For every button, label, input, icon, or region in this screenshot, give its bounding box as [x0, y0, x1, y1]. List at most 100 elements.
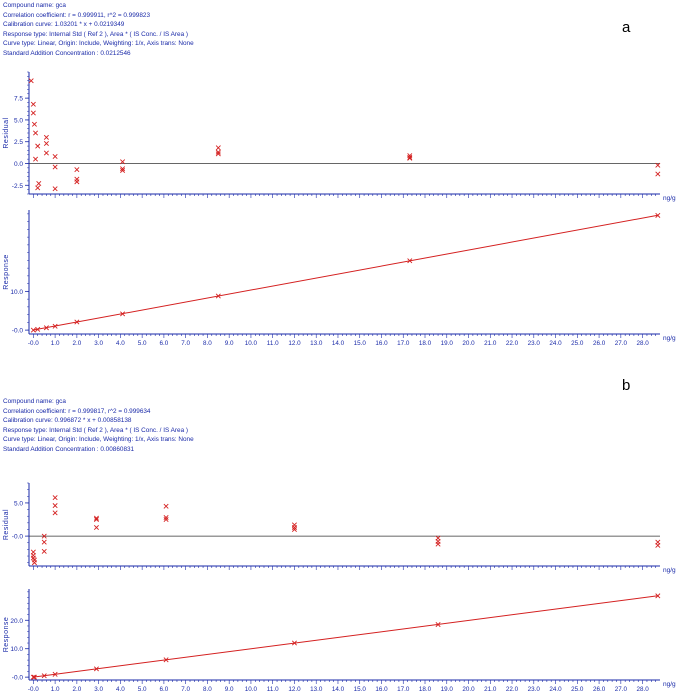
plot-a-residual: 7.5 5.0 2.5 0.0 -2.5 Residual ng/g	[3, 71, 676, 202]
data-point	[35, 143, 41, 149]
data-point	[41, 548, 47, 554]
data-point	[43, 140, 49, 146]
data-point	[74, 167, 80, 173]
calibration-curve: Calibration curve: 1.03201 * x + 0.02193…	[3, 21, 125, 29]
data-point	[291, 640, 297, 646]
data-point	[163, 503, 169, 509]
x-tick-label: 24.0	[549, 340, 562, 347]
data-point	[43, 150, 49, 156]
x-tick-label: 5.0	[138, 340, 147, 347]
y-tick-label: 0.0	[14, 161, 23, 168]
x-tick-label: 11.0	[267, 340, 279, 347]
x-tick-label: 27.0	[615, 686, 628, 693]
x-tick-label: -0.0	[28, 686, 39, 693]
correlation-coefficient: Correlation coefficient: r = 0.999817, r…	[3, 407, 151, 415]
data-point	[93, 524, 99, 531]
y-tick-label: 5.0	[14, 117, 23, 124]
x-tick-label: 1.0	[51, 686, 60, 693]
response-type: Response type: Internal Std ( Ref 2 ), A…	[3, 30, 189, 38]
data-point	[36, 181, 42, 187]
data-point	[52, 186, 58, 192]
x-tick-label: 19.0	[441, 686, 454, 693]
x-tick-label: 15.0	[354, 686, 367, 693]
data-point	[31, 121, 37, 127]
x-tick-label: 16.0	[375, 686, 388, 693]
data-point	[35, 185, 41, 191]
x-tick-label: 28.0	[636, 686, 649, 693]
x-tick-label: 28.0	[636, 340, 649, 347]
data-point	[35, 326, 41, 332]
data-point	[41, 533, 47, 539]
curve-type: Curve type: Linear, Origin: Include, Wei…	[3, 436, 194, 444]
data-point	[52, 495, 58, 501]
x-tick-label: 17.0	[397, 340, 410, 347]
x-tick-label: 11.0	[267, 686, 279, 693]
data-point	[407, 154, 413, 160]
y-axis-label: Residual	[3, 509, 10, 540]
data-point	[31, 674, 37, 680]
x-tick-label: 8.0	[203, 340, 212, 347]
data-point	[215, 149, 221, 155]
data-point	[43, 134, 49, 140]
data-point	[93, 666, 99, 672]
x-tick-label: 7.0	[181, 686, 190, 693]
x-tick-label: 19.0	[441, 340, 454, 347]
data-point	[30, 101, 36, 107]
data-point	[655, 171, 661, 177]
fit-line	[33, 595, 658, 678]
x-tick-label: 14.0	[332, 686, 345, 693]
data-point	[52, 154, 58, 160]
data-point	[120, 311, 126, 317]
x-tick-label: 2.0	[72, 340, 81, 347]
x-tick-label: 9.0	[225, 686, 234, 693]
data-point	[655, 542, 661, 548]
panel-a-label: a	[622, 19, 631, 36]
y-tick-label: 5.0	[14, 500, 23, 507]
x-tick-label: 22.0	[506, 340, 519, 347]
panel-b-info: Compound name: gca Correlation coefficie…	[3, 397, 194, 455]
data-point	[120, 167, 126, 173]
x-tick-label: 23.0	[528, 686, 541, 693]
x-tick-label: 2.0	[72, 686, 81, 693]
y-tick-label: -0.0	[12, 534, 24, 541]
data-point	[33, 130, 39, 136]
data-point	[215, 145, 221, 151]
y-tick-label: -2.5	[12, 183, 24, 190]
curve-type: Curve type: Linear, Origin: Include, Wei…	[3, 40, 194, 48]
x-unit-label: ng/g	[663, 567, 676, 574]
x-tick-label: 27.0	[615, 340, 628, 347]
x-tick-label: 22.0	[506, 686, 519, 693]
x-tick-label: 21.0	[484, 340, 497, 347]
compound-name: Compound name: gca	[3, 2, 66, 9]
standard-addition: Standard Addition Concentration : 0.0086…	[3, 445, 135, 453]
y-tick-label: 7.5	[14, 96, 23, 103]
data-point	[93, 515, 99, 521]
y-tick-label: -0.0	[12, 675, 24, 682]
data-point	[163, 515, 169, 521]
data-point	[407, 258, 413, 264]
data-point	[52, 510, 58, 516]
y-axis-label: Response	[3, 617, 10, 653]
data-point	[435, 622, 441, 628]
x-tick-label: 24.0	[549, 686, 562, 693]
correlation-coefficient: Correlation coefficient: r = 0.999911, r…	[3, 11, 151, 19]
x-tick-label: 13.0	[310, 686, 323, 693]
data-point	[41, 539, 47, 545]
x-tick-label: 20.0	[462, 686, 475, 693]
y-tick-label: 10.0	[10, 289, 23, 296]
data-point	[30, 110, 36, 116]
x-tick-label: 8.0	[203, 686, 212, 693]
x-tick-label: 3.0	[94, 686, 103, 693]
x-tick-label: 26.0	[593, 340, 606, 347]
calibration-curve: Calibration curve: 0.996872 * x + 0.0085…	[3, 417, 132, 425]
standard-addition: Standard Addition Concentration : 0.0212…	[3, 49, 131, 57]
x-tick-label: 13.0	[310, 340, 323, 347]
x-tick-label: 5.0	[138, 686, 147, 693]
data-point	[655, 593, 661, 599]
x-tick-label: 18.0	[419, 340, 432, 347]
x-tick-label: -0.0	[28, 340, 39, 347]
data-point	[407, 155, 413, 161]
data-point	[120, 166, 126, 172]
panel-b-label: b	[622, 377, 631, 394]
data-point	[163, 517, 169, 523]
